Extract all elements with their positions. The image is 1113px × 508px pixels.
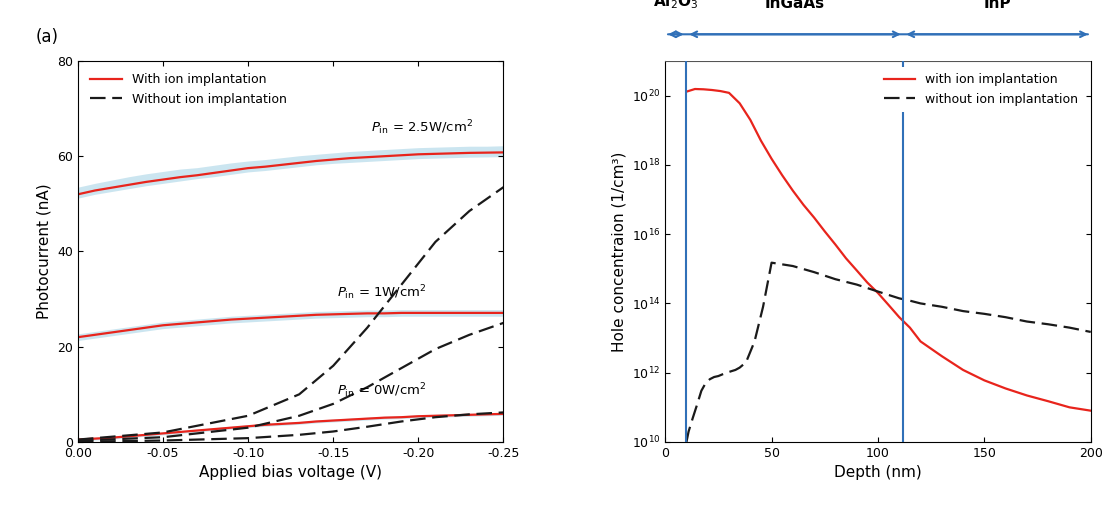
Legend: with ion implantation, without ion implantation: with ion implantation, without ion impla…	[878, 67, 1084, 112]
Text: $P_\mathrm{in}$ = 2.5W/cm$^2$: $P_\mathrm{in}$ = 2.5W/cm$^2$	[371, 118, 473, 137]
Y-axis label: Photocurrent (nA): Photocurrent (nA)	[37, 184, 51, 319]
Text: $P_\mathrm{in}$ = 0W/cm$^2$: $P_\mathrm{in}$ = 0W/cm$^2$	[336, 382, 426, 400]
Text: Al$_2$O$_3$: Al$_2$O$_3$	[653, 0, 699, 12]
Legend: With ion implantation, Without ion implantation: With ion implantation, Without ion impla…	[85, 67, 293, 112]
Text: InP: InP	[983, 0, 1011, 12]
X-axis label: Depth (nm): Depth (nm)	[834, 465, 922, 481]
Text: InGaAs: InGaAs	[765, 0, 825, 12]
Text: $P_\mathrm{in}$ = 1W/cm$^2$: $P_\mathrm{in}$ = 1W/cm$^2$	[336, 283, 426, 302]
Y-axis label: Hole concentraion (1/cm³): Hole concentraion (1/cm³)	[611, 151, 627, 352]
Text: (a): (a)	[36, 28, 58, 46]
X-axis label: Applied bias voltage (V): Applied bias voltage (V)	[199, 465, 382, 481]
